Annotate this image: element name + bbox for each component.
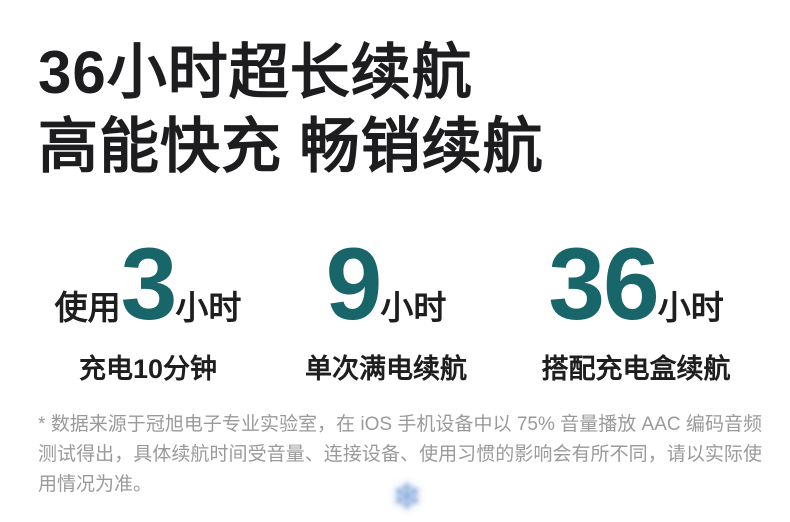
stat-value: 3 <box>120 227 178 341</box>
stat-unit: 小时 <box>657 289 724 326</box>
stat-prefix: 使用 <box>54 289 121 326</box>
stat-label: 搭配充电盒续航 <box>541 354 731 384</box>
page-title: 36小时超长续航 高能快充 畅销续航 <box>38 36 544 184</box>
battery-stats-row: 使用 3 小时 充电10分钟 9 小时 单次满电续航 36 小时 搭配充电盒续航 <box>0 233 790 384</box>
title-line-1: 36小时超长续航 <box>38 39 473 106</box>
stat-quick-charge-value-row: 使用 3 小时 <box>54 227 242 341</box>
stat-quick-charge: 使用 3 小时 充电10分钟 <box>54 227 242 386</box>
stat-unit: 小时 <box>175 289 242 326</box>
stat-single-charge: 9 小时 单次满电续航 <box>305 227 467 386</box>
stat-label: 充电10分钟 <box>78 354 218 384</box>
stat-single-charge-value-row: 9 小时 <box>305 227 467 341</box>
stat-with-case-value-row: 36 小时 <box>542 227 731 341</box>
disclaimer-footnote: * 数据来源于冠旭电子专业实验室，在 iOS 手机设备中以 75% 音量播放 A… <box>38 414 762 495</box>
stat-with-case: 36 小时 搭配充电盒续航 <box>541 227 731 386</box>
stat-label: 单次满电续航 <box>305 354 467 384</box>
title-line-2: 高能快充 畅销续航 <box>38 113 544 180</box>
stat-value: 36 <box>548 227 659 341</box>
stat-unit: 小时 <box>380 289 447 326</box>
stat-value: 9 <box>325 227 383 341</box>
